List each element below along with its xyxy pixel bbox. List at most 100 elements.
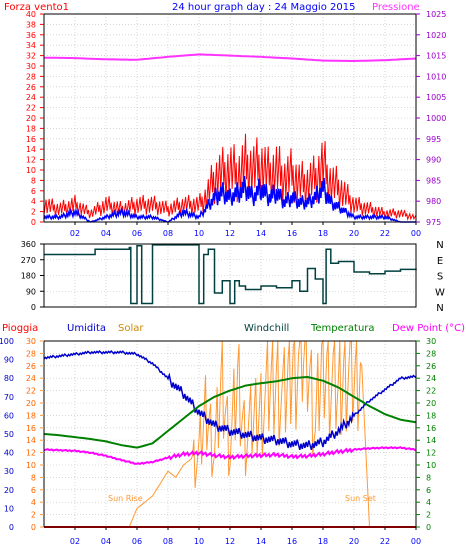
y-tick-label: 8 [31,176,36,185]
solar-tick-label: 14 [26,436,36,445]
humidity-tick-label: 30 [4,467,14,476]
compass-label: N [436,303,443,314]
legend-windchill: Windchill [244,323,289,334]
pressure-line [44,53,417,62]
y-tick-label: 28 [26,72,36,81]
y2-tick-label: 975 [426,218,441,227]
solar-tick-label: 0 [31,523,36,532]
x-tick-label: 16 [287,229,297,238]
chart-title: 24 hour graph day : 24 Maggio 2015 [172,2,355,13]
x-tick-label: 10 [194,537,204,546]
y2-tick-label: 980 [426,197,441,206]
y-tick-label: 40 [26,10,36,19]
humidity-line [43,350,417,451]
wind-average-line [43,176,416,223]
temp-tick-label: 12 [426,449,436,458]
humidity-tick-label: 0 [9,523,14,532]
y-tick-label: 10 [26,166,36,175]
x-tick-label: 00 [411,537,421,546]
temp-tick-label: 24 [426,374,436,383]
humidity-temperature-panel: 0102030405060708090100024681012141618202… [0,337,436,546]
y2-tick-label: 1010 [426,72,446,81]
x-tick-label: 20 [349,537,359,546]
x-tick-label: 22 [380,537,390,546]
temp-tick-label: 20 [426,399,436,408]
temperature-line [43,375,417,449]
temp-tick-label: 10 [426,461,436,470]
y-tick-label: 20 [26,114,36,123]
x-tick-label: 10 [194,229,204,238]
y-tick-label: 14 [26,145,36,154]
solar-tick-label: 22 [26,387,36,396]
x-tick-label: 14 [256,229,266,238]
y-tick-label: 6 [31,187,36,196]
x-tick-label: 02 [70,537,80,546]
temp-tick-label: 22 [426,387,436,396]
temp-tick-label: 2 [426,511,431,520]
x-tick-label: 06 [132,229,142,238]
y2-tick-label: 990 [426,156,441,165]
y-tick-label: 18 [26,124,36,133]
legend-pioggia: Pioggia [2,323,38,334]
solar-tick-label: 30 [26,337,36,346]
solar-tick-label: 28 [26,349,36,358]
solar-tick-label: 18 [26,411,36,420]
x-tick-label: 12 [225,537,235,546]
y-tick-label: 0 [31,218,36,227]
humidity-tick-label: 80 [4,374,14,383]
y-tick-label: 4 [31,197,36,206]
pressure-title: Pressione [372,2,420,13]
solar-tick-label: 12 [26,449,36,458]
y-tick-label: 360 [21,240,36,249]
solar-tick-label: 10 [26,461,36,470]
y-tick-label: 2 [31,208,36,217]
x-tick-label: 00 [411,229,421,238]
temp-tick-label: 26 [426,362,436,371]
temp-tick-label: 6 [426,486,431,495]
temp-tick-label: 14 [426,436,436,445]
temp-tick-label: 28 [426,349,436,358]
wind-title: Forza vento1 [4,2,69,13]
x-tick-label: 22 [380,229,390,238]
y2-tick-label: 1015 [426,52,446,61]
sunrise-label: Sun Rise [108,494,143,503]
y-tick-label: 30 [26,62,36,71]
humidity-tick-label: 100 [0,337,14,346]
compass-label: E [437,256,443,267]
dewpoint-line [43,446,417,465]
x-tick-label: 02 [70,229,80,238]
temp-tick-label: 30 [426,337,436,346]
x-tick-label: 18 [318,229,328,238]
humidity-tick-label: 90 [4,356,14,365]
x-tick-label: 20 [349,229,359,238]
solar-tick-label: 20 [26,399,36,408]
y2-tick-label: 995 [426,135,441,144]
wind-gust-line [43,133,417,222]
y-tick-label: 26 [26,83,36,92]
x-tick-label: 04 [101,229,111,238]
legend-temperatura: Temperatura [310,323,375,334]
x-tick-label: 08 [163,229,173,238]
x-tick-label: 14 [256,537,266,546]
solar-tick-label: 2 [31,511,36,520]
temp-tick-label: 8 [426,473,431,482]
y2-tick-label: 985 [426,176,441,185]
y-tick-label: 34 [26,41,36,50]
y-tick-label: 22 [26,104,36,113]
y-tick-label: 32 [26,52,36,61]
x-tick-label: 18 [318,537,328,546]
x-tick-label: 16 [287,537,297,546]
y-tick-label: 12 [26,156,36,165]
y-tick-label: 0 [31,303,36,312]
compass-label: N [436,240,443,251]
sunset-label: Sun Set [345,494,376,503]
temp-tick-label: 0 [426,523,431,532]
solar-tick-label: 6 [31,486,36,495]
humidity-tick-label: 70 [4,393,14,402]
wind-direction-line [44,244,417,305]
y2-tick-label: 1000 [426,114,446,123]
solar-tick-label: 16 [26,424,36,433]
y-tick-label: 90 [26,287,36,296]
